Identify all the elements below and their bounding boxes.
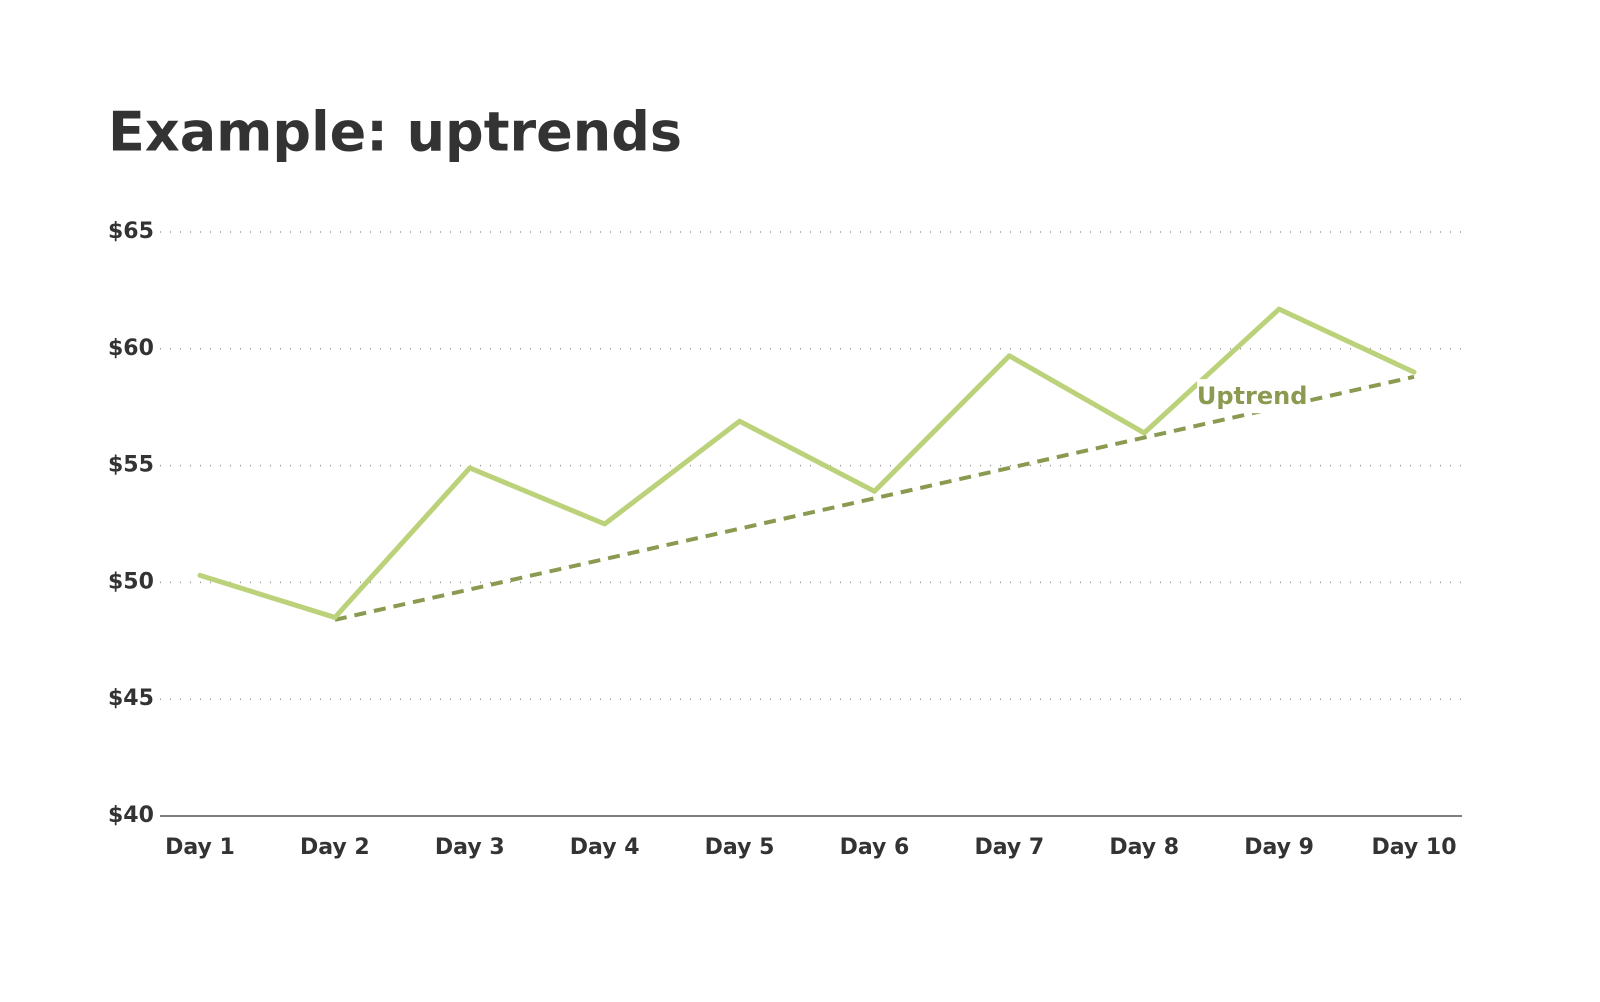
x-tick-label: Day 8 [1109,835,1179,860]
x-tick-label: Day 7 [974,835,1044,860]
trend-line [334,374,1415,622]
label-bg [1197,379,1308,414]
x-tick-label: Day 3 [435,835,505,860]
chart-title: Example: uptrends [108,101,682,164]
x-tick-label: Day 6 [840,835,910,860]
price-line [197,306,1417,620]
y-tick-label: $50 [108,569,154,594]
x-tick-label: Day 4 [570,835,640,860]
y-tick-label: $65 [108,219,154,244]
x-tick-label: Day 5 [705,835,775,860]
y-tick-label: $55 [108,453,154,478]
trend-label: Uptrend [1197,382,1308,410]
x-tick-label: Day 10 [1371,835,1456,860]
y-tick-label: $45 [108,686,154,711]
y-tick-label: $40 [108,803,154,828]
x-tick-label: Day 9 [1244,835,1314,860]
x-tick-label: Day 1 [165,835,235,860]
x-tick-label: Day 2 [300,835,370,860]
y-tick-label: $60 [108,336,154,361]
